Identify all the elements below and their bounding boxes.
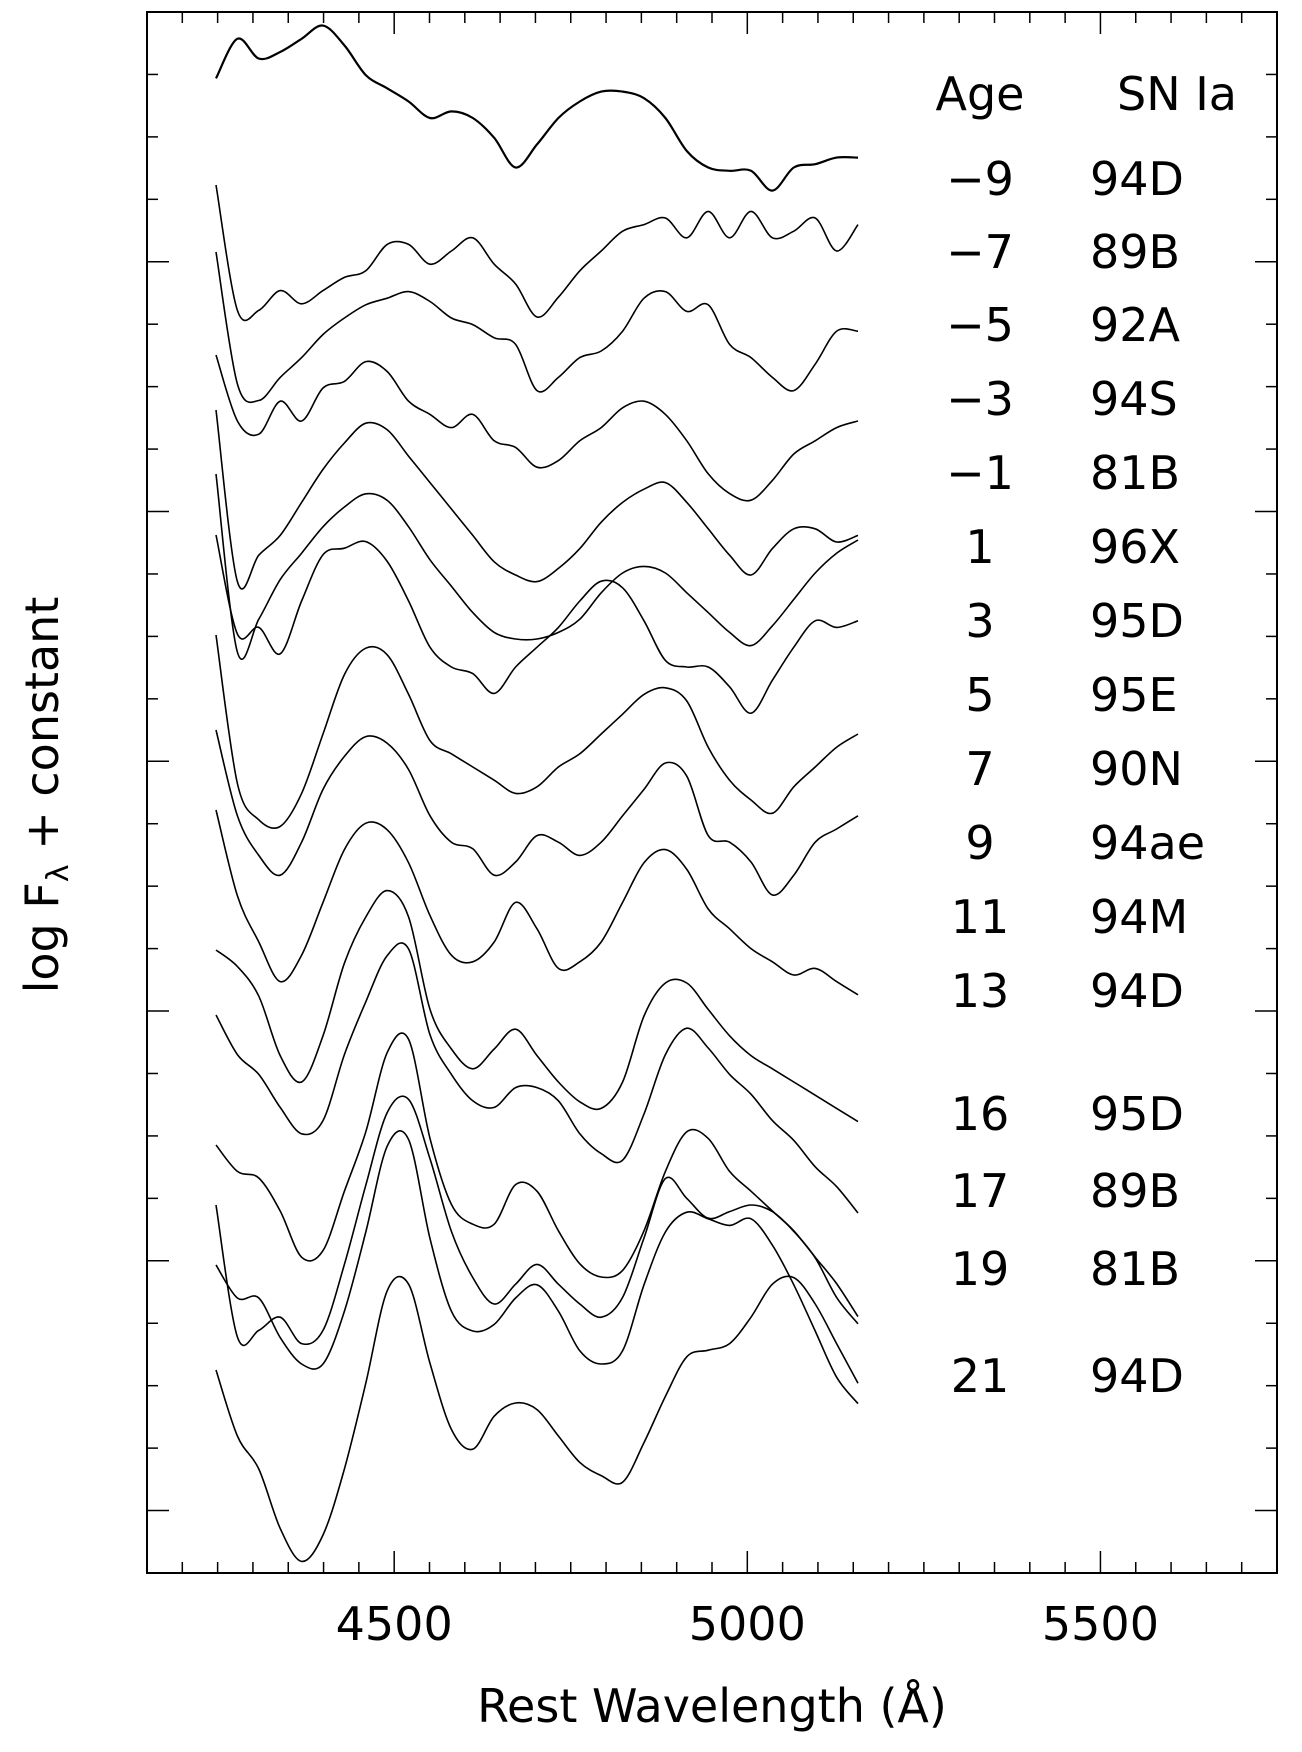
sn-label: 94S (1090, 372, 1178, 426)
spectrum-line (215, 729, 859, 896)
spectrum-line (215, 1032, 859, 1318)
y-axis-label-subscript: λ (41, 864, 76, 882)
spectrum-line (215, 889, 859, 1123)
sn-label: 95E (1090, 668, 1178, 722)
age-label: −3 (946, 372, 1014, 426)
spectrum-line (215, 942, 859, 1214)
age-label: 13 (951, 964, 1010, 1018)
sn-label: 89B (1090, 1164, 1180, 1218)
x-axis-ticks (146, 12, 1278, 1573)
sn-label: 94D (1090, 1349, 1184, 1403)
sn-label: 96X (1090, 520, 1180, 574)
spectrum-line (215, 354, 859, 502)
sn-label: 90N (1090, 742, 1183, 796)
x-tick-label: 5000 (689, 1597, 806, 1651)
age-label: 1 (965, 520, 994, 574)
y-axis-label-main: log F (15, 882, 69, 993)
sn-label: 92A (1090, 298, 1181, 352)
sn-label: 95D (1090, 1087, 1184, 1141)
spectrum-line (215, 634, 859, 830)
age-label: −7 (946, 225, 1014, 279)
spectrum-line (215, 251, 859, 404)
age-label: 5 (965, 668, 994, 722)
sn-label: 89B (1090, 225, 1180, 279)
sn-label: 94D (1090, 152, 1184, 206)
x-axis-label: Rest Wavelength (Å) (477, 1679, 947, 1733)
spectrum-line (215, 1275, 859, 1563)
age-label: 11 (951, 890, 1010, 944)
age-label: 9 (965, 816, 994, 870)
spectrum-line (215, 184, 859, 322)
spectrum-line (215, 473, 859, 661)
y-axis-label: log Fλ + constant (15, 597, 76, 994)
spectrum-line (215, 24, 859, 192)
sn-label: 94ae (1090, 816, 1205, 870)
age-label: 21 (951, 1349, 1010, 1403)
age-label: −5 (946, 298, 1014, 352)
sn-column-header: SN Ia (1117, 67, 1237, 121)
x-tick-label: 5500 (1042, 1597, 1159, 1651)
age-label: 3 (965, 594, 994, 648)
spectra-group (215, 24, 859, 1563)
sn-label: 81B (1090, 446, 1180, 500)
spectrum-line (215, 534, 859, 714)
spectrum-line (215, 809, 859, 996)
x-tick-label: 4500 (336, 1597, 453, 1651)
y-axis-ticks (147, 73, 1277, 1512)
age-label: −1 (946, 446, 1014, 500)
spectrum-line (215, 1130, 859, 1405)
sn-label: 94M (1090, 890, 1188, 944)
sn-label: 95D (1090, 594, 1184, 648)
spectrum-line (215, 1095, 859, 1347)
age-label: 16 (951, 1087, 1010, 1141)
sn-label: 81B (1090, 1242, 1180, 1296)
sn-label: 94D (1090, 964, 1184, 1018)
age-label: 7 (965, 742, 994, 796)
age-label: −9 (946, 152, 1014, 206)
age-label: 17 (951, 1164, 1010, 1218)
age-label: 19 (951, 1242, 1010, 1296)
y-axis-label-suffix: + constant (15, 597, 69, 865)
spectrum-line (215, 409, 859, 590)
age-column-header: Age (936, 67, 1025, 121)
